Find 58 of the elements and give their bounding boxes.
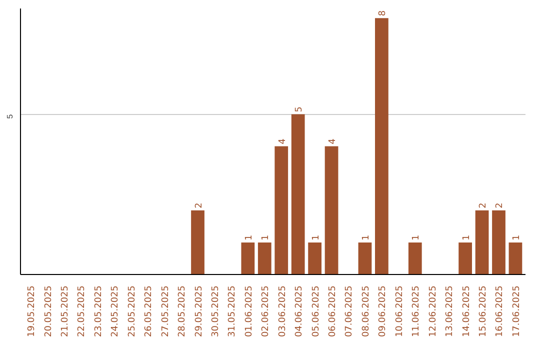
x-tick-label: 07.06.2025	[344, 286, 355, 338]
x-tick-label: 08.06.2025	[361, 286, 372, 338]
data-label: 1	[261, 234, 272, 240]
x-tick-label: 26.05.2025	[144, 286, 154, 338]
x-tick-label: 24.05.2025	[110, 286, 121, 338]
x-tick-label: 27.05.2025	[160, 286, 171, 338]
x-tick-label: 16.06.2025	[495, 286, 506, 338]
x-tick-label: 23.05.2025	[94, 286, 104, 338]
x-tick-label: 02.06.2025	[261, 286, 272, 338]
data-label: 5	[294, 106, 305, 112]
x-tick-label: 25.05.2025	[127, 286, 138, 338]
x-tick-label: 28.05.2025	[178, 286, 188, 338]
x-tick-label: 09.06.2025	[378, 286, 388, 338]
data-label: 1	[244, 234, 254, 240]
bar	[324, 146, 338, 274]
x-tick-label: 22.05.2025	[77, 286, 88, 338]
data-label: 1	[311, 234, 322, 240]
x-tick-label: 17.06.2025	[512, 286, 522, 338]
bar	[492, 210, 506, 274]
x-tick-label: 06.06.2025	[328, 286, 338, 338]
x-tick-label: 04.06.2025	[294, 286, 305, 338]
bar	[308, 242, 322, 274]
x-tick-label: 31.05.2025	[228, 286, 238, 338]
x-tick-label: 19.05.2025	[27, 286, 38, 338]
data-label: 1	[462, 234, 472, 240]
x-tick-label: 13.06.2025	[445, 286, 456, 338]
x-tick-label: 20.05.2025	[44, 286, 54, 338]
x-tick-label: 12.06.2025	[428, 286, 438, 338]
x-tick-label: 01.06.2025	[244, 286, 254, 338]
bar	[358, 242, 372, 274]
x-tick-label: 30.05.2025	[210, 286, 221, 338]
bar	[375, 18, 388, 274]
data-label: 4	[278, 138, 288, 144]
x-tick-label: 11.06.2025	[412, 286, 422, 338]
data-label: 1	[412, 234, 422, 240]
bar	[258, 242, 272, 274]
data-label: 1	[361, 234, 372, 240]
data-label: 2	[194, 202, 204, 208]
bar	[508, 242, 522, 274]
bar	[475, 210, 489, 274]
x-tick-label: 29.05.2025	[194, 286, 204, 338]
bar	[241, 242, 255, 274]
data-label: 4	[328, 138, 338, 144]
data-label: 2	[478, 202, 489, 208]
data-label: 1	[512, 234, 522, 240]
x-tick-label: 10.06.2025	[394, 286, 405, 338]
x-tick-label: 21.05.2025	[60, 286, 70, 338]
bar	[458, 242, 472, 274]
x-tick-label: 15.06.2025	[478, 286, 489, 338]
bar	[191, 210, 204, 274]
x-tick-label: 05.06.2025	[311, 286, 322, 338]
x-tick-label: 14.06.2025	[462, 286, 472, 338]
bar	[274, 146, 288, 274]
bar	[408, 242, 422, 274]
bar	[291, 114, 305, 274]
data-label: 8	[378, 10, 388, 16]
data-label: 2	[495, 202, 506, 208]
x-tick-label: 03.06.2025	[278, 286, 288, 338]
